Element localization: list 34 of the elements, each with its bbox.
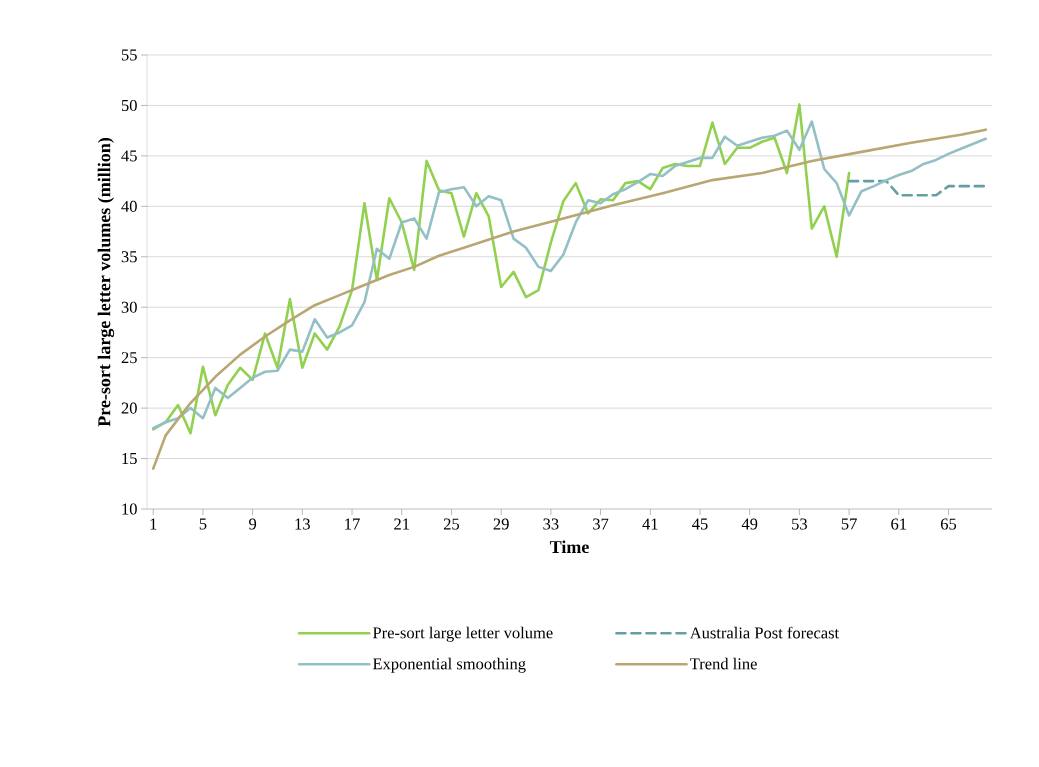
y-tick-label: 30 — [121, 301, 137, 313]
x-tick-label: 65 — [940, 518, 957, 530]
x-tick-label: 5 — [199, 518, 207, 530]
y-tick-label: 10 — [122, 503, 137, 515]
legend-label: Exponential smoothing — [372, 657, 526, 673]
x-tick-label: 57 — [841, 518, 857, 530]
x-tick-label: 49 — [741, 518, 758, 530]
x-tick-label: 45 — [692, 518, 708, 530]
x-axis-title: Time — [549, 540, 589, 554]
x-tick-label: 25 — [443, 518, 460, 530]
y-tick-label: 40 — [121, 200, 137, 212]
y-tick-label: 55 — [121, 49, 137, 61]
legend-label: Australia Post forecast — [689, 626, 840, 639]
y-axis-title: Pre-sort large letter volumes (million) — [97, 137, 115, 427]
y-tick-label: 35 — [121, 251, 137, 263]
x-tick-label: 17 — [345, 518, 360, 530]
legend-label: Trend line — [690, 657, 757, 670]
y-tick-label: 25 — [121, 352, 137, 364]
x-tick-label: 21 — [394, 518, 410, 530]
x-tick-label: 9 — [249, 518, 257, 530]
x-tick-label: 29 — [493, 518, 509, 530]
x-tick-label: 61 — [891, 518, 907, 530]
x-tick-label: 41 — [642, 518, 658, 530]
y-tick-label: 45 — [121, 150, 137, 162]
line-series — [151, 103, 851, 435]
y-tick-label: 50 — [121, 99, 137, 111]
legend-label: Pre-sort large letter volume — [372, 626, 553, 642]
x-tick-label: 1 — [150, 518, 157, 530]
x-tick-label: 33 — [543, 518, 559, 530]
x-tick-label: 53 — [792, 518, 807, 530]
y-tick-label: 15 — [122, 453, 137, 465]
y-tick-label: 20 — [121, 402, 137, 414]
x-tick-label: 13 — [295, 518, 310, 530]
x-tick-label: 37 — [593, 518, 609, 530]
